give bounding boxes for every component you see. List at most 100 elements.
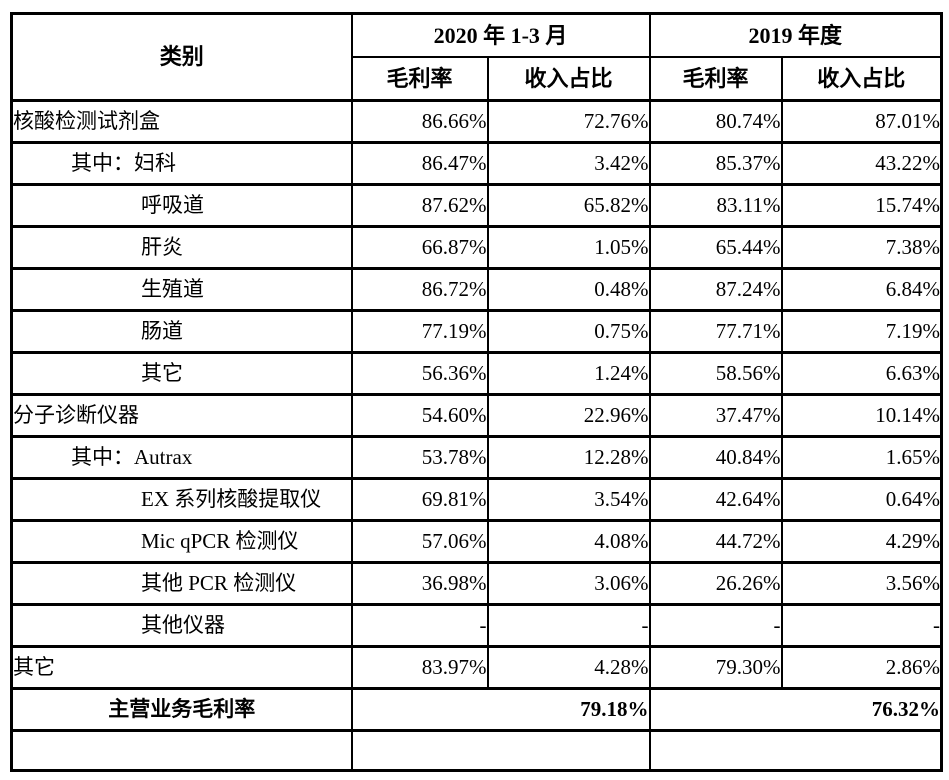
row-label: 其中：Autrax	[10, 435, 353, 480]
table-row: 呼吸道 87.62% 65.82% 83.11% 15.74%	[10, 183, 943, 228]
table-row: 肝炎 66.87% 1.05% 65.44% 7.38%	[10, 225, 943, 270]
cell-value: -	[780, 603, 943, 648]
cell-value: 37.47%	[648, 393, 783, 438]
margin-table: 类别 2020 年 1-3 月 2019 年度 毛利率 收入占比 毛利率 收入占…	[10, 12, 943, 780]
row-label: 其它	[10, 645, 353, 690]
cell-value: 56.36%	[350, 351, 489, 396]
column-header-revenue-share-2020: 收入占比	[486, 56, 651, 102]
cell-value: -	[486, 603, 651, 648]
table-row: 其它 83.97% 4.28% 79.30% 2.86%	[10, 645, 943, 690]
row-label: 核酸检测试剂盒	[10, 99, 353, 144]
table-row: 其它 56.36% 1.24% 58.56% 6.63%	[10, 351, 943, 396]
cell-value: 3.06%	[486, 561, 651, 606]
row-label: 其他仪器	[10, 603, 353, 648]
cell-value: 58.56%	[648, 351, 783, 396]
cell-value: 83.97%	[350, 645, 489, 690]
cell-value: 4.29%	[780, 519, 943, 564]
cell-value: 26.26%	[648, 561, 783, 606]
cell-value: 87.62%	[350, 183, 489, 228]
row-label: 分子诊断仪器	[10, 393, 353, 438]
cell-value: -	[648, 603, 783, 648]
table-row: 其他 PCR 检测仪 36.98% 3.06% 26.26% 3.56%	[10, 561, 943, 606]
cell-value: 43.22%	[780, 141, 943, 186]
row-label: 肠道	[10, 309, 353, 354]
column-header-category: 类别	[10, 12, 353, 102]
total-row-label: 主营业务毛利率	[10, 687, 353, 732]
row-label: EX 系列核酸提取仪	[10, 477, 353, 522]
header-row-periods: 类别 2020 年 1-3 月 2019 年度	[10, 12, 943, 102]
total-row: 主营业务毛利率 79.18% 76.32%	[10, 687, 943, 732]
cell-value: 12.28%	[486, 435, 651, 480]
column-group-2020: 2020 年 1-3 月	[350, 12, 651, 58]
cell-value: 54.60%	[350, 393, 489, 438]
cell-value: 87.01%	[780, 99, 943, 144]
column-header-gross-margin-2019: 毛利率	[648, 56, 783, 102]
table-row: EX 系列核酸提取仪 69.81% 3.54% 42.64% 0.64%	[10, 477, 943, 522]
cell-value: 66.87%	[350, 225, 489, 270]
column-header-gross-margin-2020: 毛利率	[350, 56, 489, 102]
cell-value: 7.19%	[780, 309, 943, 354]
clipped-next-row	[10, 729, 943, 772]
cell-value: 40.84%	[648, 435, 783, 480]
cell-value: 83.11%	[648, 183, 783, 228]
table-row: 肠道 77.19% 0.75% 77.71% 7.19%	[10, 309, 943, 354]
cell-value: 3.56%	[780, 561, 943, 606]
total-gross-margin-2019: 76.32%	[648, 687, 943, 732]
row-label: 其中：妇科	[10, 141, 353, 186]
cell-value: 1.24%	[486, 351, 651, 396]
cell-value: 85.37%	[648, 141, 783, 186]
gross-margin-table: 类别 2020 年 1-3 月 2019 年度 毛利率 收入占比 毛利率 收入占…	[10, 12, 943, 772]
table-row: 其中：Autrax 53.78% 12.28% 40.84% 1.65%	[10, 435, 943, 480]
cell-value: 0.75%	[486, 309, 651, 354]
cell-value: 72.76%	[486, 99, 651, 144]
cell-value: 65.82%	[486, 183, 651, 228]
cell-value: 3.42%	[486, 141, 651, 186]
cell-value: 7.38%	[780, 225, 943, 270]
cell-value: 86.72%	[350, 267, 489, 312]
cell-value: 87.24%	[648, 267, 783, 312]
header-row-metrics: 毛利率 收入占比 毛利率 收入占比	[12, 56, 943, 102]
cell-value: 44.72%	[648, 519, 783, 564]
total-gross-margin-2020: 79.18%	[350, 687, 651, 732]
cell-value: 77.19%	[350, 309, 489, 354]
cell-value: 6.63%	[780, 351, 943, 396]
cell-value: 6.84%	[780, 267, 943, 312]
table-row: 分子诊断仪器 54.60% 22.96% 37.47% 10.14%	[10, 393, 943, 438]
table-row: 生殖道 86.72% 0.48% 87.24% 6.84%	[10, 267, 943, 312]
cell-value: 1.65%	[780, 435, 943, 480]
cell-value: 10.14%	[780, 393, 943, 438]
column-header-revenue-share-2019: 收入占比	[780, 56, 943, 102]
cell-value: 79.30%	[648, 645, 783, 690]
cell-value: 86.47%	[350, 141, 489, 186]
table-row: 其中：妇科 86.47% 3.42% 85.37% 43.22%	[10, 141, 943, 186]
cell-value: 42.64%	[648, 477, 783, 522]
row-label: 呼吸道	[10, 183, 353, 228]
cell-value: 1.05%	[486, 225, 651, 270]
row-label: 其他 PCR 检测仪	[10, 561, 353, 606]
cell-value: 4.08%	[486, 519, 651, 564]
cell-value: 3.54%	[486, 477, 651, 522]
table-row: Mic qPCR 检测仪 57.06% 4.08% 44.72% 4.29%	[10, 519, 943, 564]
cell-value: 77.71%	[648, 309, 783, 354]
cell-value: 65.44%	[648, 225, 783, 270]
cell-value: 69.81%	[350, 477, 489, 522]
cell-value: 86.66%	[350, 99, 489, 144]
cell-value: 36.98%	[350, 561, 489, 606]
row-label: 肝炎	[10, 225, 353, 270]
column-group-2019: 2019 年度	[648, 12, 943, 58]
cell-value: 0.64%	[780, 477, 943, 522]
cell-value: 0.48%	[486, 267, 651, 312]
cell-value: -	[350, 603, 489, 648]
table-row: 核酸检测试剂盒 86.66% 72.76% 80.74% 87.01%	[10, 99, 943, 144]
cell-value: 2.86%	[780, 645, 943, 690]
row-label: Mic qPCR 检测仪	[10, 519, 353, 564]
row-label: 其它	[10, 351, 353, 396]
cell-value: 57.06%	[350, 519, 489, 564]
cell-value: 53.78%	[350, 435, 489, 480]
cell-value: 80.74%	[648, 99, 783, 144]
cell-value: 15.74%	[780, 183, 943, 228]
cell-value: 22.96%	[486, 393, 651, 438]
table-row: 其他仪器 - - - -	[10, 603, 943, 648]
cell-value: 4.28%	[486, 645, 651, 690]
row-label: 生殖道	[10, 267, 353, 312]
